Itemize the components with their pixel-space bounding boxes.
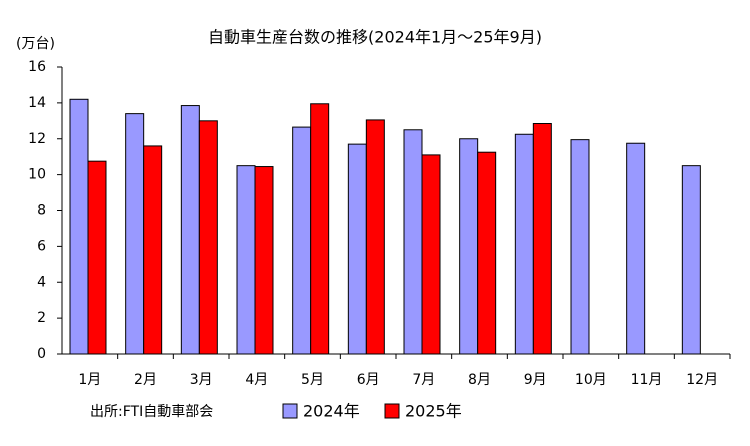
bar <box>69 98 89 355</box>
legend-swatch <box>384 403 400 419</box>
x-tick-label: 12月 <box>686 372 718 388</box>
x-tick-label: 7月 <box>412 372 435 388</box>
y-tick-label: 16 <box>28 59 46 75</box>
y-axis-label: (万台) <box>16 36 55 52</box>
bar <box>310 103 330 355</box>
x-tick-label: 3月 <box>190 372 213 388</box>
x-tick-label: 11月 <box>631 372 663 388</box>
y-tick-label: 4 <box>37 274 46 290</box>
y-tick-label: 6 <box>37 238 46 254</box>
y-tick-label: 0 <box>37 346 46 362</box>
bar <box>180 105 200 355</box>
bar <box>403 129 423 355</box>
legend-label: 2024年 <box>303 402 360 421</box>
bar <box>532 123 552 355</box>
bar <box>87 160 107 355</box>
bar <box>125 113 145 355</box>
bar <box>477 151 497 355</box>
x-tick-label: 6月 <box>357 372 380 388</box>
legend-swatch <box>282 403 298 419</box>
y-tick-label: 2 <box>37 310 46 326</box>
x-tick-label: 5月 <box>301 372 324 388</box>
bar <box>254 166 274 355</box>
x-tick-label: 2月 <box>134 372 157 388</box>
legend-label: 2025年 <box>405 402 462 421</box>
bar <box>681 165 701 355</box>
y-tick-label: 12 <box>28 131 46 147</box>
bar <box>292 126 312 355</box>
y-tick-label: 8 <box>37 203 46 219</box>
bar <box>143 145 163 355</box>
bar <box>421 154 441 355</box>
bar <box>236 165 256 355</box>
x-tick-label: 8月 <box>468 372 491 388</box>
x-tick-label: 4月 <box>245 372 268 388</box>
source-note: 出所:FTI自動車部会 <box>90 403 213 420</box>
bar <box>626 142 646 355</box>
x-tick-label: 9月 <box>524 372 547 388</box>
bar <box>198 120 218 355</box>
y-tick-label: 10 <box>28 167 46 183</box>
chart-title: 自動車生産台数の推移(2024年1月～25年9月) <box>208 28 542 47</box>
bar <box>365 119 385 355</box>
x-tick-label: 1月 <box>78 372 101 388</box>
y-tick-label: 14 <box>28 95 46 111</box>
bar <box>570 139 590 355</box>
bar <box>347 143 367 355</box>
bar <box>459 138 479 355</box>
x-tick-label: 10月 <box>575 372 607 388</box>
bar <box>514 133 534 355</box>
